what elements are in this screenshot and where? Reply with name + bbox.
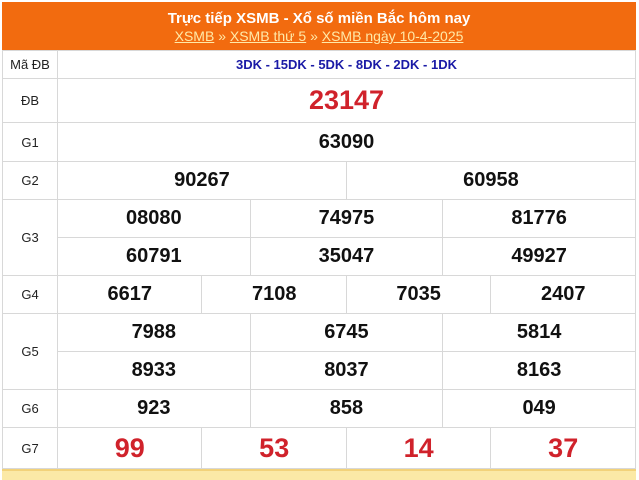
row-label: Mã ĐB — [2, 50, 58, 79]
prize-number: 8037 — [249, 351, 444, 390]
breadcrumb-separator: » — [218, 28, 226, 44]
special-code: 3DK - 15DK - 5DK - 8DK - 2DK - 1DK — [57, 50, 636, 79]
prize-number: 14 — [345, 427, 492, 469]
row-ma-db: Mã ĐB 3DK - 15DK - 5DK - 8DK - 2DK - 1DK — [2, 50, 636, 79]
row-g7: G7 99 53 14 37 — [2, 427, 636, 469]
breadcrumb-xsmb-date[interactable]: XSMB ngày 10-4-2025 — [321, 28, 464, 44]
prize-number: 5814 — [442, 313, 636, 352]
row-label: G4 — [2, 275, 58, 314]
prize-number: 35047 — [249, 237, 444, 276]
prize-number: 8933 — [57, 351, 251, 390]
breadcrumb-separator: » — [310, 28, 318, 44]
prize-number: 6617 — [56, 275, 203, 314]
row-g6: G6 923 858 049 — [2, 389, 636, 428]
row-g1: G1 63090 — [2, 122, 636, 162]
row-g3: G3 08080 74975 81776 — [2, 199, 636, 276]
prize-number: 8163 — [442, 351, 636, 390]
row-label: ĐB — [2, 78, 58, 123]
row-db: ĐB 23147 — [2, 78, 636, 123]
prize-number: 7108 — [201, 275, 347, 314]
breadcrumb-xsmb-thu-5[interactable]: XSMB thứ 5 — [229, 28, 307, 44]
row-label: G2 — [2, 161, 58, 200]
prize-number: 90267 — [57, 161, 347, 200]
row-label: G7 — [2, 427, 58, 469]
row-g2: G2 90267 60958 — [2, 161, 637, 200]
breadcrumb-xsmb[interactable]: XSMB — [174, 28, 215, 44]
prize-number: 81776 — [442, 199, 636, 238]
prize-number: 858 — [249, 389, 444, 428]
row-label: G3 — [2, 199, 58, 276]
prize-number: 99 — [56, 427, 203, 469]
row-g4: G4 6617 7108 7035 2407 — [2, 275, 636, 314]
prize-number: 6745 — [249, 313, 444, 352]
prize-number: 60791 — [57, 237, 251, 276]
header: Trực tiếp XSMB - Xổ số miền Bắc hôm nay … — [2, 2, 636, 50]
prize-special: 23147 — [57, 78, 636, 123]
prize-number: 049 — [442, 389, 636, 428]
prize-number: 37 — [490, 427, 636, 469]
breadcrumb: XSMB » XSMB thứ 5 » XSMB ngày 10-4-2025 — [2, 28, 636, 45]
prize-number: 7988 — [57, 313, 251, 352]
footer-strip — [2, 469, 636, 480]
prize-number: 08080 — [57, 199, 251, 238]
page-title: Trực tiếp XSMB - Xổ số miền Bắc hôm nay — [167, 10, 471, 27]
prize-number: 63090 — [57, 122, 636, 162]
row-label: G6 — [2, 389, 58, 428]
prize-number: 60958 — [345, 161, 637, 200]
row-label: G1 — [2, 122, 58, 162]
row-label: G5 — [2, 313, 58, 390]
prize-number: 2407 — [490, 275, 636, 314]
row-g5: G5 7988 6745 5814 — [2, 313, 636, 390]
prize-number: 49927 — [442, 237, 636, 276]
prize-number: 923 — [57, 389, 251, 428]
row-g3-2: 60791 35047 49927 — [3, 237, 636, 276]
prize-number: 74975 — [249, 199, 444, 238]
prize-number: 53 — [201, 427, 347, 469]
results-table: Mã ĐB 3DK - 15DK - 5DK - 8DK - 2DK - 1DK… — [2, 50, 637, 469]
prize-number: 7035 — [345, 275, 492, 314]
row-g5-2: 8933 8037 8163 — [3, 351, 636, 390]
